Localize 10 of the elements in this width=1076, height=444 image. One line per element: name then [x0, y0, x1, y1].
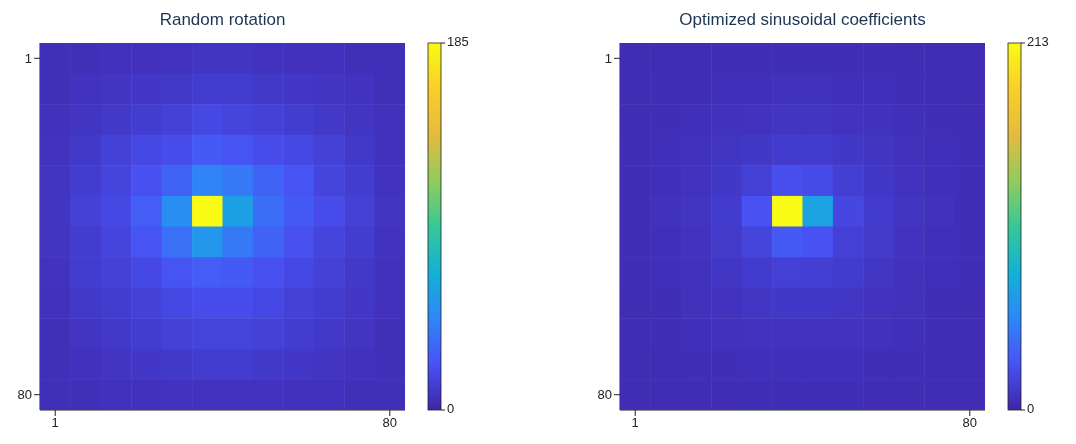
color-bar-label: 185 [447, 34, 469, 50]
color-bar-label: 0 [447, 401, 455, 417]
color-bar-label: 0 [1027, 401, 1035, 417]
x-tick-label: 1 [631, 415, 639, 431]
x-tick-label: 80 [962, 415, 978, 431]
color-bar-label: 213 [1027, 34, 1049, 50]
x-tick-label: 80 [382, 415, 398, 431]
x-tick-label: 1 [51, 415, 59, 431]
chart-title: Random rotation [158, 10, 287, 30]
chart-title: Optimized sinusoidal coefficients [678, 10, 927, 30]
